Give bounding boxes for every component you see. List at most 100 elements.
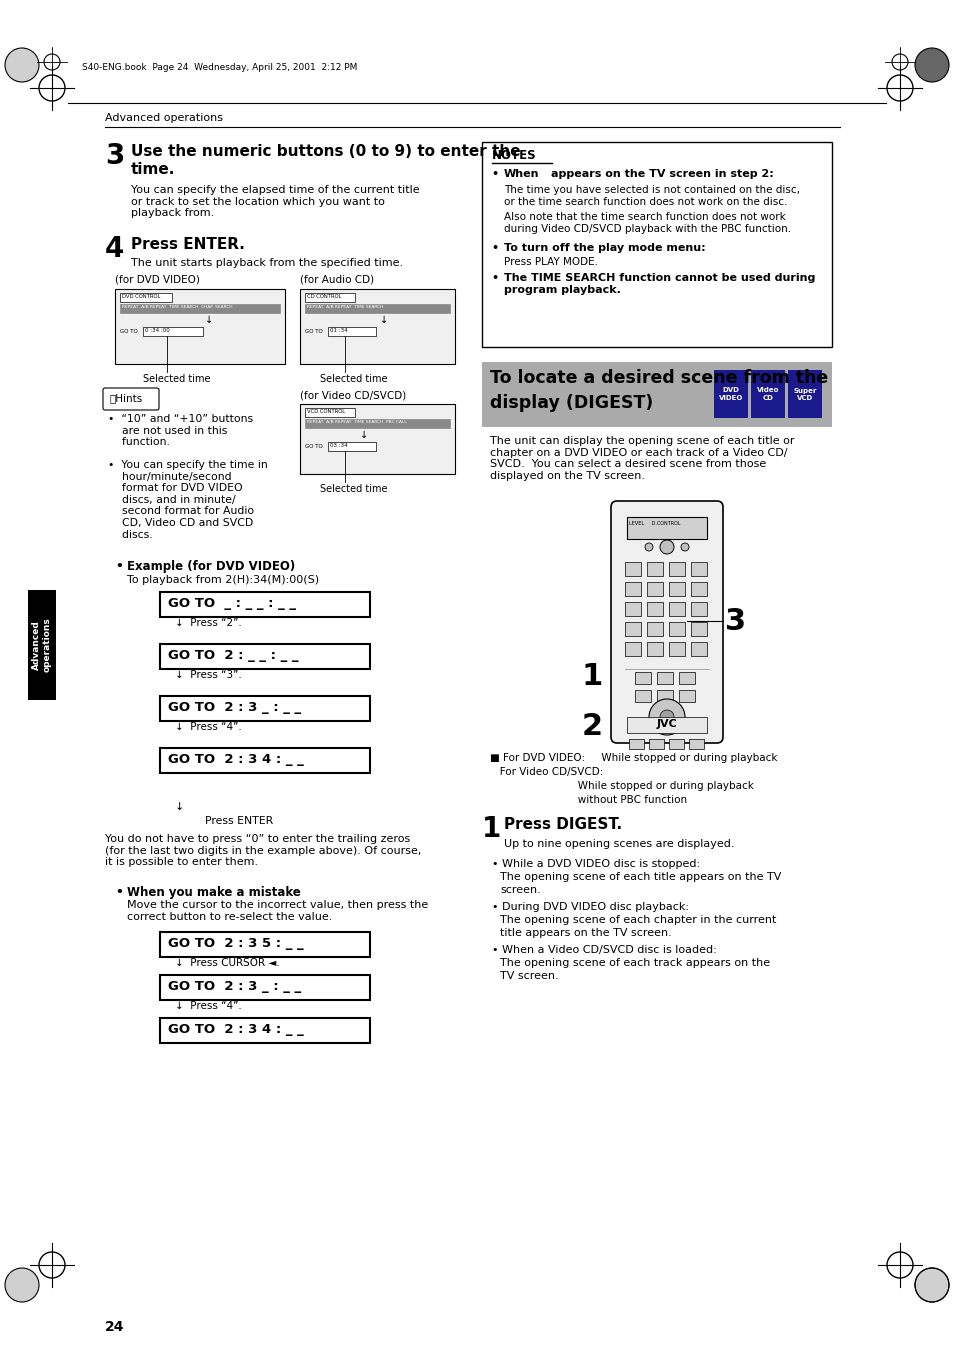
Bar xyxy=(328,327,375,336)
Bar xyxy=(299,404,455,474)
Bar xyxy=(646,582,662,596)
Text: GO TO: GO TO xyxy=(305,444,322,449)
Text: •: • xyxy=(492,273,502,282)
Text: The opening scene of each title appears on the TV: The opening scene of each title appears … xyxy=(499,871,781,882)
Text: CD CONTROL: CD CONTROL xyxy=(307,295,341,299)
Text: To locate a desired scene from the: To locate a desired scene from the xyxy=(490,369,827,386)
Text: Move the cursor to the incorrect value, then press the
correct button to re-sele: Move the cursor to the incorrect value, … xyxy=(127,900,428,921)
Bar xyxy=(668,642,684,657)
Bar xyxy=(626,717,706,734)
Text: 2: 2 xyxy=(581,712,602,740)
Text: While stopped or during playback: While stopped or during playback xyxy=(490,781,753,790)
Text: 4: 4 xyxy=(105,235,124,263)
Text: 1: 1 xyxy=(581,662,602,690)
Bar xyxy=(646,642,662,657)
Text: Example (for DVD VIDEO): Example (for DVD VIDEO) xyxy=(127,561,294,573)
Bar xyxy=(624,603,640,616)
Text: display (DIGEST): display (DIGEST) xyxy=(490,394,653,412)
Text: screen.: screen. xyxy=(499,885,540,894)
Text: time.: time. xyxy=(131,162,175,177)
Text: GO TO: GO TO xyxy=(120,330,137,334)
Text: You can specify the elapsed time of the current title
or track to set the locati: You can specify the elapsed time of the … xyxy=(131,185,419,219)
Bar xyxy=(626,517,706,539)
Bar xyxy=(668,739,683,748)
Text: GO TO: GO TO xyxy=(305,330,322,334)
Bar xyxy=(628,739,643,748)
Text: appears on the TV screen in step 2:: appears on the TV screen in step 2: xyxy=(551,169,773,178)
Bar xyxy=(160,748,370,773)
Bar xyxy=(688,739,703,748)
Text: • While a DVD VIDEO disc is stopped:: • While a DVD VIDEO disc is stopped: xyxy=(492,859,700,869)
Text: JVC: JVC xyxy=(656,719,677,730)
Bar xyxy=(160,932,370,957)
Circle shape xyxy=(659,711,673,724)
Text: REPEAT  A/B REPEAT  TIME SEARCH  CHAP. SEARCH: REPEAT A/B REPEAT TIME SEARCH CHAP. SEAR… xyxy=(122,305,233,309)
Bar xyxy=(160,592,370,617)
Text: DVD CONTROL: DVD CONTROL xyxy=(122,295,160,299)
Text: GO TO  _ : _ _ : _ _: GO TO _ : _ _ : _ _ xyxy=(168,597,295,611)
Circle shape xyxy=(644,543,652,551)
Text: GO TO  2 : 3 _ : _ _: GO TO 2 : 3 _ : _ _ xyxy=(168,701,301,713)
Bar xyxy=(690,562,706,576)
Text: When you make a mistake: When you make a mistake xyxy=(127,886,300,898)
Bar xyxy=(305,408,355,417)
Text: Use the numeric buttons (0 to 9) to enter the: Use the numeric buttons (0 to 9) to ente… xyxy=(131,145,520,159)
Bar xyxy=(305,419,450,428)
Bar xyxy=(668,562,684,576)
Text: ↓  Press “4”.: ↓ Press “4”. xyxy=(174,1001,241,1011)
Text: 💡Hints: 💡Hints xyxy=(110,393,143,403)
Text: Press ENTER: Press ENTER xyxy=(205,816,273,825)
Text: ↓  Press “3”.: ↓ Press “3”. xyxy=(174,670,241,680)
Circle shape xyxy=(914,49,948,82)
Text: Video
CD: Video CD xyxy=(756,388,779,400)
Text: ↓  Press “4”.: ↓ Press “4”. xyxy=(174,721,241,732)
Text: Advanced
operations: Advanced operations xyxy=(32,617,51,673)
Text: GO TO  2 : 3 _ : _ _: GO TO 2 : 3 _ : _ _ xyxy=(168,979,301,993)
Bar xyxy=(713,370,747,417)
Bar xyxy=(668,603,684,616)
Text: REPEAT  A/B REPEAT  TIME SEARCH: REPEAT A/B REPEAT TIME SEARCH xyxy=(307,305,383,309)
Bar xyxy=(624,621,640,636)
Text: GO TO  2 : 3 5 : _ _: GO TO 2 : 3 5 : _ _ xyxy=(168,938,303,950)
Bar xyxy=(668,582,684,596)
Text: NOTES: NOTES xyxy=(492,149,536,162)
Text: ■ For DVD VIDEO:     While stopped or during playback: ■ For DVD VIDEO: While stopped or during… xyxy=(490,753,777,763)
Bar xyxy=(305,304,450,313)
Bar xyxy=(648,739,663,748)
Text: without PBC function: without PBC function xyxy=(490,794,686,805)
Circle shape xyxy=(914,1269,948,1302)
Bar xyxy=(690,621,706,636)
Circle shape xyxy=(5,49,39,82)
Text: ↓: ↓ xyxy=(359,430,368,440)
Circle shape xyxy=(680,543,688,551)
Bar xyxy=(646,621,662,636)
Bar xyxy=(481,362,831,427)
Bar xyxy=(481,142,831,347)
Bar xyxy=(143,327,203,336)
Text: GO TO  2 : 3 4 : _ _: GO TO 2 : 3 4 : _ _ xyxy=(168,1023,303,1036)
Text: The opening scene of each chapter in the current: The opening scene of each chapter in the… xyxy=(499,915,776,925)
Bar xyxy=(635,671,650,684)
Text: The unit can display the opening scene of each title or
chapter on a DVD VIDEO o: The unit can display the opening scene o… xyxy=(490,436,794,481)
Text: •: • xyxy=(492,169,502,178)
Text: ↓  Press “2”.: ↓ Press “2”. xyxy=(174,617,241,628)
Bar xyxy=(635,690,650,703)
Text: The opening scene of each track appears on the: The opening scene of each track appears … xyxy=(499,958,769,969)
Bar xyxy=(679,671,695,684)
Text: Also note that the time search function does not work
during Video CD/SVCD playb: Also note that the time search function … xyxy=(503,212,790,234)
Text: title appears on the TV screen.: title appears on the TV screen. xyxy=(499,928,671,938)
Circle shape xyxy=(5,1269,39,1302)
Text: You do not have to press “0” to enter the trailing zeros
(for the last two digit: You do not have to press “0” to enter th… xyxy=(105,834,421,867)
Text: •  You can specify the time in
    hour/minute/second
    format for DVD VIDEO
 : • You can specify the time in hour/minut… xyxy=(108,459,268,539)
Text: TV screen.: TV screen. xyxy=(499,971,558,981)
Text: Up to nine opening scenes are displayed.: Up to nine opening scenes are displayed. xyxy=(503,839,734,848)
Bar xyxy=(657,690,672,703)
Bar xyxy=(299,289,455,363)
Bar xyxy=(328,442,375,451)
Text: VCD CONTROL: VCD CONTROL xyxy=(307,409,345,413)
Text: ↓: ↓ xyxy=(379,315,388,326)
Text: Selected time: Selected time xyxy=(319,374,387,384)
Text: S40-ENG.book  Page 24  Wednesday, April 25, 2001  2:12 PM: S40-ENG.book Page 24 Wednesday, April 25… xyxy=(82,63,357,72)
Text: LEVEL     D.CONTROL: LEVEL D.CONTROL xyxy=(628,521,679,526)
Text: For Video CD/SVCD:: For Video CD/SVCD: xyxy=(490,767,602,777)
